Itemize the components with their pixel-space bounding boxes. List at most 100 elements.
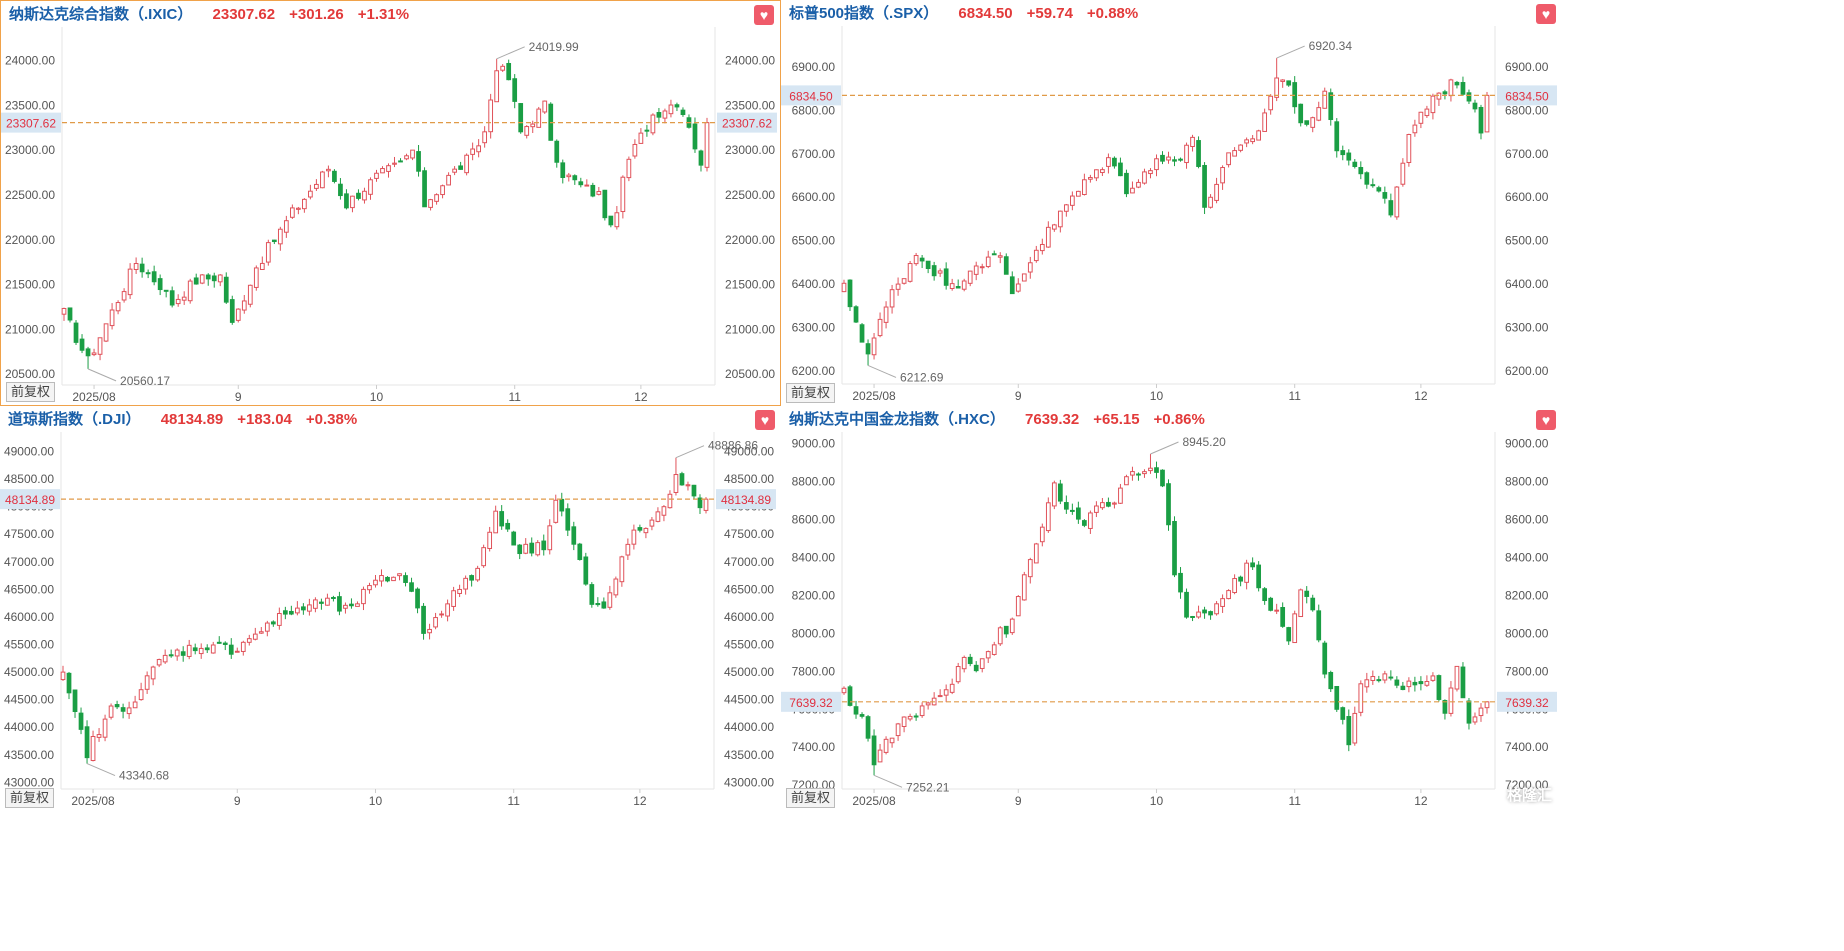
chart-panel-dji[interactable]: 道琼斯指数（.DJI） 48134.89 +183.04 +0.38% ♥ 4300… — [0, 406, 781, 811]
candle-body — [289, 207, 295, 218]
candle-body — [362, 190, 367, 201]
favorite-heart-icon[interactable]: ♥ — [754, 5, 774, 25]
adjust-toggle-button[interactable]: 前复权 — [786, 383, 836, 403]
candle-body — [108, 705, 114, 718]
favorite-heart-icon[interactable]: ♥ — [1536, 410, 1556, 430]
candle-body — [1069, 195, 1075, 206]
candle-body — [1226, 590, 1231, 600]
candle-body — [847, 279, 853, 308]
favorite-heart-icon[interactable]: ♥ — [1536, 4, 1556, 24]
candle-body — [1424, 680, 1430, 686]
adjust-toggle-button[interactable]: 前复权 — [5, 788, 55, 808]
last-price-tag-right: 6834.50 — [1505, 89, 1549, 103]
favorite-heart-icon[interactable]: ♥ — [755, 410, 775, 430]
chart-panel-hxc[interactable]: 纳斯达克中国金龙指数（.HXC） 7639.32 +65.15 +0.86% ♥ 7… — [781, 406, 1844, 811]
candle-body — [79, 338, 85, 351]
candle-body — [133, 263, 139, 271]
candle-body — [1298, 589, 1304, 618]
panel-header: 道琼斯指数（.DJI） 48134.89 +183.04 +0.38% — [8, 410, 371, 430]
low-annotation-leader — [867, 364, 897, 378]
candle-body — [451, 590, 456, 607]
candle-body — [961, 656, 967, 670]
y-tick-label-left: 46500.00 — [4, 582, 54, 596]
x-tick-label: 11 — [507, 794, 520, 808]
candle-body — [1088, 177, 1093, 180]
candle-body — [1280, 79, 1286, 82]
candle-body — [925, 260, 931, 269]
candle-body — [638, 132, 644, 144]
last-price-tag-left-bg — [781, 691, 841, 712]
candle-body — [338, 183, 343, 197]
candle-body — [410, 149, 415, 159]
candle-body — [1442, 91, 1448, 95]
candle-body — [632, 143, 638, 157]
candle-body — [157, 278, 163, 291]
candle-body — [1076, 190, 1081, 197]
low-annotation-leader — [873, 774, 903, 788]
candle-body — [1250, 562, 1255, 568]
candle-body — [421, 605, 426, 634]
x-tick-label: 2025/08 — [852, 389, 896, 403]
candle-body — [1430, 95, 1436, 114]
candle-body — [78, 712, 84, 730]
candle-body — [403, 575, 408, 583]
candle-body — [1418, 111, 1424, 124]
candle-body — [193, 277, 199, 285]
y-tick-label-right: 6800.00 — [1505, 103, 1549, 117]
y-tick-label-right: 47000.00 — [724, 555, 774, 569]
candle-body — [679, 473, 685, 486]
candle-body — [889, 289, 895, 308]
candle-body — [373, 579, 378, 586]
candle-body — [494, 70, 500, 103]
y-tick-label-left: 6500.00 — [792, 234, 836, 248]
candle-body — [1466, 92, 1472, 102]
candle-body — [482, 131, 488, 144]
candle-body — [84, 726, 90, 759]
x-tick-label: 11 — [1288, 794, 1301, 808]
candle-body — [937, 270, 943, 274]
candle-body — [1124, 172, 1129, 195]
candle-body — [1214, 603, 1219, 615]
candle-body — [901, 716, 907, 728]
candle-body — [949, 683, 955, 693]
candle-body — [198, 647, 204, 655]
adjust-toggle-button[interactable]: 前复权 — [786, 788, 836, 808]
candle-body — [180, 651, 186, 656]
candle-body — [1051, 224, 1057, 230]
chart-panel-ixic[interactable]: 纳斯达克综合指数（.IXIC） 23307.62 +301.26 +1.31% ♥ … — [0, 0, 781, 406]
adjust-toggle-button[interactable]: 前复权 — [6, 382, 56, 402]
candle-body — [1172, 159, 1177, 162]
candle-body — [1130, 471, 1135, 476]
candle-body — [1226, 152, 1231, 166]
y-tick-label-left: 9000.00 — [792, 437, 836, 451]
candle-body — [416, 151, 421, 172]
y-tick-label-left: 6200.00 — [792, 364, 836, 378]
candle-body — [1322, 90, 1328, 109]
candle-body — [283, 220, 289, 233]
candle-body — [530, 123, 536, 128]
candle-body — [1388, 200, 1394, 216]
candle-body — [1460, 666, 1466, 699]
y-tick-label-left: 47000.00 — [4, 555, 54, 569]
candle-body — [1250, 138, 1255, 143]
candle-body — [1310, 117, 1316, 128]
y-tick-label-right: 8000.00 — [1505, 626, 1549, 640]
candle-body — [1015, 283, 1021, 292]
y-tick-label-right: 23500.00 — [725, 98, 775, 112]
y-tick-label-right: 23000.00 — [725, 143, 775, 157]
candle-body — [847, 686, 853, 706]
candle-body — [547, 525, 553, 551]
candle-body — [192, 647, 198, 652]
candle-body — [1292, 82, 1298, 108]
candle-body — [1063, 502, 1069, 510]
candle-body — [1184, 591, 1189, 618]
candle-body — [560, 162, 566, 179]
y-tick-label-right: 47500.00 — [724, 527, 774, 541]
candles — [841, 58, 1490, 366]
candle-body — [578, 181, 584, 186]
last-price-tag-left-bg — [1, 112, 61, 133]
chart-panel-spx[interactable]: 标普500指数（.SPX） 6834.50 +59.74 +0.88% ♥ 6200… — [781, 0, 1844, 406]
candle-body — [703, 498, 709, 511]
candle-body — [1478, 106, 1484, 134]
y-tick-label-right: 21000.00 — [725, 322, 775, 336]
